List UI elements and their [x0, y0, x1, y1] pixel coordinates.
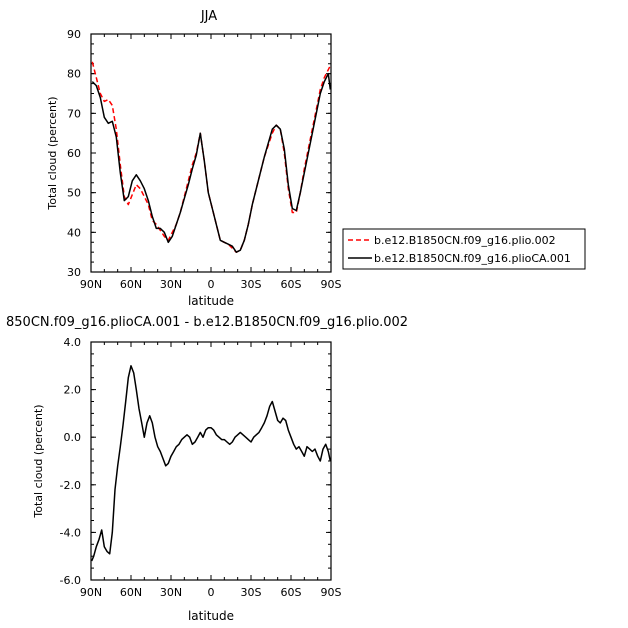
y-tick-label: 30: [67, 266, 81, 279]
top-x-axis-label: latitude: [188, 294, 234, 308]
x-tick-label: 30S: [241, 586, 262, 599]
bottom-x-axis-label: latitude: [188, 609, 234, 623]
series-line-1: [91, 61, 331, 253]
y-tick-label: -4.0: [60, 526, 81, 539]
legend-label-plioca: b.e12.B1850CN.f09_g16.plioCA.001: [374, 252, 571, 265]
y-tick-label: 60: [67, 147, 81, 160]
x-tick-label: 30N: [160, 586, 182, 599]
top-x-tick-labels: 90N 60N 30N 0 30S 60S 90S: [80, 278, 342, 291]
top-series-group: [91, 61, 332, 253]
x-tick-label: 90S: [321, 278, 342, 291]
legend-box: [342, 228, 586, 270]
series-line-2: [91, 72, 332, 253]
x-tick-label: 60S: [281, 586, 302, 599]
y-tick-label: 2.0: [64, 384, 82, 397]
top-panel: JJA 90N 60N 30N 0 30S 60S 90S 30 40 50 60 70 80 90 l…: [46, 9, 342, 308]
y-tick-label: 50: [67, 187, 81, 200]
bottom-x-tick-labels: 90N 60N 30N 0 30S 60S 90S: [80, 586, 342, 599]
bottom-axis-ticks: [90, 341, 332, 581]
bottom-series-group: [91, 365, 332, 562]
bottom-plot-frame: [90, 341, 332, 581]
y-tick-label: 90: [67, 28, 81, 41]
x-tick-label: 90N: [80, 278, 102, 291]
y-tick-label: 70: [67, 107, 81, 120]
y-tick-label: 0.0: [64, 431, 82, 444]
x-tick-label: 30S: [241, 278, 262, 291]
bottom-y-tick-labels: -6.0 -4.0 -2.0 0.0 2.0 4.0: [60, 336, 81, 587]
bottom-panel: 850CN.f09_g16.plioCA.001 - b.e12.B1850CN…: [6, 315, 408, 623]
y-tick-label: 80: [67, 68, 81, 81]
x-tick-label: 60S: [281, 278, 302, 291]
x-tick-label: 0: [208, 586, 215, 599]
x-tick-label: 60N: [120, 586, 142, 599]
y-tick-label: -2.0: [60, 479, 81, 492]
y-tick-label: -6.0: [60, 574, 81, 587]
bottom-y-axis-label: Total cloud (percent): [32, 404, 45, 518]
x-tick-label: 30N: [160, 278, 182, 291]
legend: b.e12.B1850CN.f09_g16.plio.002 b.e12.B18…: [342, 228, 586, 270]
series-line-1: [91, 365, 332, 562]
x-tick-label: 60N: [120, 278, 142, 291]
bottom-chart-title: 850CN.f09_g16.plioCA.001 - b.e12.B1850CN…: [6, 315, 408, 330]
top-y-tick-labels: 30 40 50 60 70 80 90: [67, 28, 81, 279]
top-plot-frame: [90, 33, 332, 273]
y-tick-label: 40: [67, 226, 81, 239]
x-tick-label: 0: [208, 278, 215, 291]
top-chart-title: JJA: [200, 9, 217, 24]
y-tick-label: 4.0: [64, 336, 82, 349]
legend-label-plio: b.e12.B1850CN.f09_g16.plio.002: [374, 234, 556, 247]
top-y-axis-label: Total cloud (percent): [46, 96, 59, 210]
x-tick-label: 90N: [80, 586, 102, 599]
top-axis-ticks: [90, 33, 332, 273]
x-tick-label: 90S: [321, 586, 342, 599]
